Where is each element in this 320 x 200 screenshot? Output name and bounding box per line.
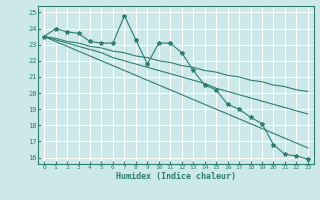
X-axis label: Humidex (Indice chaleur): Humidex (Indice chaleur)	[116, 172, 236, 181]
